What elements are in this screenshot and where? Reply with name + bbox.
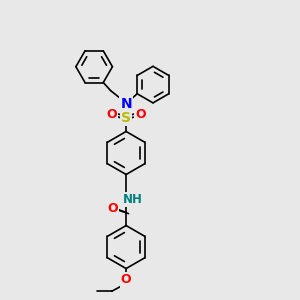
Text: O: O (108, 202, 118, 215)
Text: NH: NH (123, 193, 142, 206)
Text: O: O (135, 108, 146, 121)
Text: O: O (121, 273, 131, 286)
Text: O: O (106, 108, 117, 121)
Text: S: S (121, 111, 131, 125)
Text: N: N (120, 97, 132, 111)
